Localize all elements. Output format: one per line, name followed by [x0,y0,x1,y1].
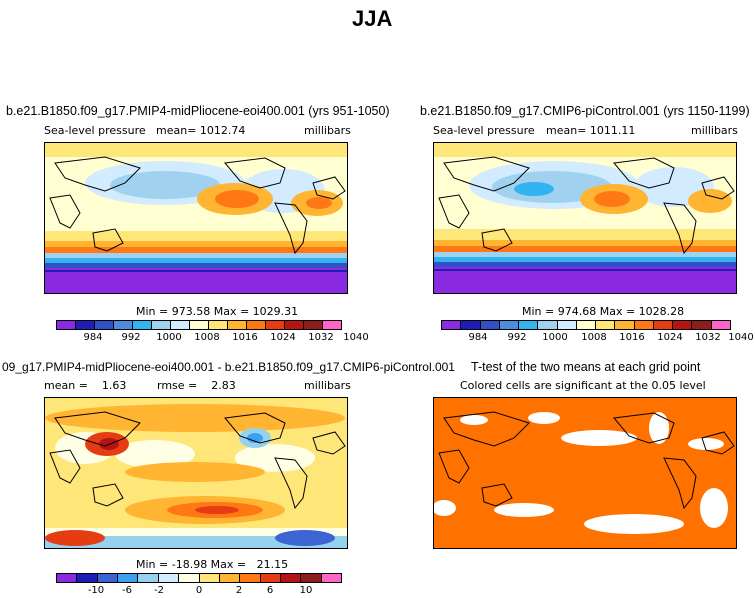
colorbar-label: 1000 [542,332,568,343]
minmax-top-right: Min = 974.68 Max = 1028.28 [522,305,685,318]
colorbar-label: 10 [299,585,313,596]
colorbar-label: -2 [154,585,164,596]
colorbar-label: 1016 [232,332,258,343]
mean-label-bottom-left: mean = 1.63 [44,379,127,392]
diff-map-bottom-left [44,397,348,549]
units-label-bottom-left: millibars [304,379,351,392]
colorbar-label: 1040 [343,332,369,343]
colorbar-label: -6 [122,585,132,596]
colorbar-label: 1016 [619,332,645,343]
units-label-top-right: millibars [691,124,738,137]
colorbar-label: 1040 [728,332,754,343]
colorbar-top-right [441,320,731,330]
rmse-label-bottom-left: rmse = 2.83 [157,379,236,392]
slp-map-top-left [44,142,348,294]
colorbar-label: 6 [266,585,274,596]
colorbar-bottom-left [56,573,342,583]
colorbar-label: 984 [83,332,103,343]
diff-field-bottom-left [45,398,347,548]
minmax-top-left: Min = 973.58 Max = 1029.31 [136,305,299,318]
colorbar-label: 992 [507,332,527,343]
colorbar-label: 984 [468,332,488,343]
units-label-top-left: millibars [304,124,351,137]
ttest-field-bottom-right [434,398,736,548]
mean-label-top-left: mean= 1012.74 [156,124,246,137]
slp-field-top-right [434,143,736,293]
colorbar-top-left [56,320,342,330]
colorbar-label: 1008 [194,332,220,343]
minmax-bottom-left: Min = -18.98 Max = 21.15 [136,558,289,571]
panel-title-bottom-left: 09_g17.PMIP4-midPliocene-eoi400.001 - b.… [2,360,455,374]
colorbar-label: 992 [121,332,141,343]
colorbar-label: 1000 [156,332,182,343]
colorbar-label: 1024 [270,332,296,343]
colorbar-label: 1032 [695,332,721,343]
panel-subtitle-bottom-right: Colored cells are significant at the 0.0… [460,379,706,392]
slp-field-top-left [45,143,347,293]
ttest-map-bottom-right [433,397,737,549]
slp-map-top-right [433,142,737,294]
panel-title-bottom-right: T-test of the two means at each grid poi… [471,360,701,374]
colorbar-label: 2 [235,585,243,596]
colorbar-label: 1024 [657,332,683,343]
colorbar-label: 1032 [308,332,334,343]
colorbar-label: -10 [87,585,105,596]
variable-label-top-left: Sea-level pressure [44,124,146,137]
variable-label-top-right: Sea-level pressure [433,124,535,137]
colorbar-label: 1008 [581,332,607,343]
figure-title: JJA [352,6,393,31]
colorbar-label: 0 [195,585,203,596]
mean-label-top-right: mean= 1011.11 [546,124,636,137]
panel-title-top-left: b.e21.B1850.f09_g17.PMIP4-midPliocene-eo… [6,104,390,118]
panel-title-top-right: b.e21.B1850.f09_g17.CMIP6-piControl.001 … [420,104,750,118]
